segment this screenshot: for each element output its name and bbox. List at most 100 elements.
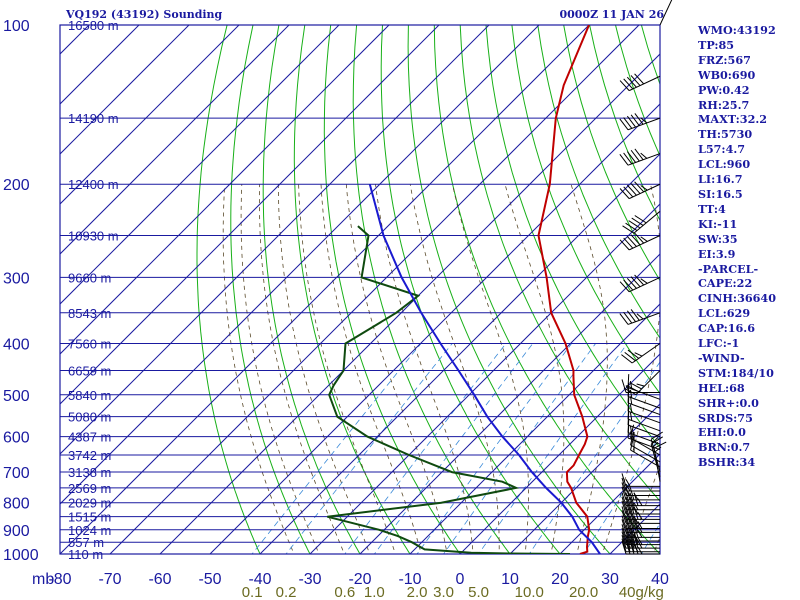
barb-feather [640,185,648,191]
barb-feather [625,510,631,524]
barb-feather [633,502,639,511]
isotherm [459,353,660,554]
height-label: 16580 m [68,18,119,33]
index-item: EI:3.9 [698,246,736,261]
barb-feather [621,500,627,515]
barb-feather [621,473,627,487]
barb-feather [625,479,631,487]
temperature-tick-label: -10 [398,571,421,588]
temperature-tick-label: -20 [348,571,371,588]
pressure-tick-label: 900 [3,523,30,540]
barb-feather [619,118,629,131]
barb-feather [634,232,645,244]
barb-staff [627,117,661,131]
barb-staff [630,449,661,468]
height-label: 7560 m [68,336,111,351]
pressure-tick-label: 700 [3,465,30,482]
barb-feather [629,486,635,500]
barb-feather [619,80,630,91]
wind-barb [621,482,660,496]
barb-feather [623,237,634,249]
dry-adiabat [407,25,611,554]
pressure-tick-label: 1000 [3,547,39,564]
barb-feather [626,384,640,393]
barb-feather [629,515,635,529]
barb-feather [625,488,631,496]
barb-feather [621,486,627,500]
barb-staff [628,183,661,200]
y-axis-unit-label: mb [32,571,54,588]
temperature-trace [537,25,591,554]
mixing-ratio-label: 10.0 [515,584,544,600]
height-label: 1024 m [68,523,111,538]
plot-border [59,24,661,555]
isotherm [60,25,590,554]
barb-feather [625,483,631,492]
barb-feather [621,531,627,545]
pressure-tick-label: 600 [3,430,30,447]
barb-feather [623,279,634,291]
sounding-traces [327,25,601,554]
barb-feather [640,278,648,284]
barb-feather [634,352,643,357]
barb-feather [624,351,636,362]
isotherm [309,203,660,554]
barb-feather [636,383,645,387]
pressure-tick-label: 800 [3,496,30,513]
barb-feather [626,76,637,88]
barb-feather [629,500,635,515]
mixing-ratio-line [285,343,453,554]
barb-feather [625,506,631,520]
mixing-ratio-line [583,435,660,554]
moist-adiabat [345,184,448,554]
isotherm [60,25,390,355]
moist-adiabat [240,184,320,554]
barb-staff [627,432,661,445]
height-label: 5080 m [68,410,111,425]
barb-feather [621,510,627,524]
index-item: L57:4.7 [698,142,746,157]
barb-feather [637,530,643,538]
barb-feather [619,154,629,166]
isotherm [409,303,660,554]
barb-feather [623,117,633,129]
barb-feather [630,234,641,246]
barb-feather [654,446,662,453]
barb-feather [623,387,637,396]
barb-staff [627,418,661,432]
barb-feather [621,527,627,542]
wind-barb [627,397,661,424]
isotherm [209,103,660,554]
barb-feather [629,531,635,545]
height-label: 5840 m [68,388,111,403]
index-item: FRZ:567 [698,52,751,67]
barb-staff [630,444,661,463]
wind-barb [623,370,661,396]
mixing-ratio-label: 20.0 [569,584,598,600]
barb-feather [619,188,630,199]
barb-feather [621,538,627,552]
isotherm [60,25,490,455]
isotherm [60,25,340,305]
mixing-ratio-label: 2.0 [407,584,428,600]
barb-feather [626,310,636,323]
index-item: CAP:16.6 [698,321,755,336]
barb-feather [630,183,641,194]
isotherm [259,153,660,554]
isotherm [159,53,660,554]
index-item: HEL:68 [698,380,745,395]
barb-feather [630,276,641,288]
barb-feather [629,431,633,440]
height-label: 3742 m [68,448,111,463]
barb-feather [628,220,641,229]
moist-adiabat [298,184,396,554]
barb-feather [630,114,640,126]
barb-feather [640,236,648,242]
dry-adiabat [786,1,800,565]
barb-feather [621,515,627,529]
barb-staff [627,153,661,166]
barb-feather [623,78,634,90]
wind-barb [619,181,661,200]
barb-feather [629,524,635,538]
